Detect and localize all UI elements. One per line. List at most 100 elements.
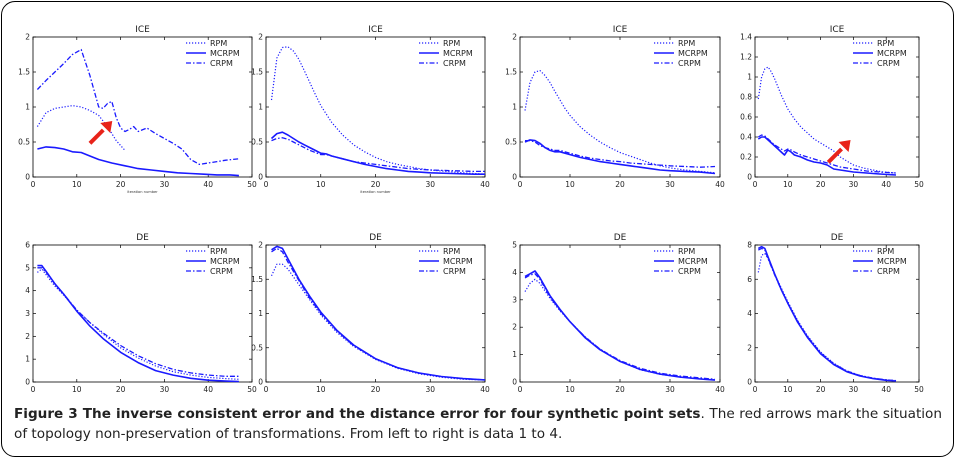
x-tick-label: 20 bbox=[371, 180, 381, 189]
y-tick-label: 1 bbox=[258, 103, 263, 112]
x-tick-label: 40 bbox=[881, 385, 891, 394]
arrow-head bbox=[838, 140, 851, 152]
y-tick-label: 1.5 bbox=[505, 68, 517, 77]
series-line-rpm bbox=[37, 268, 239, 380]
series-line-mcrpm bbox=[757, 245, 897, 382]
series-line-crpm bbox=[271, 137, 485, 173]
y-tick-label: 2 bbox=[25, 332, 30, 341]
y-tick-label: 1.5 bbox=[251, 68, 263, 77]
chart-title: DE bbox=[614, 233, 627, 243]
series-line-mcrpm bbox=[37, 146, 239, 177]
x-tick-label: 20 bbox=[116, 385, 126, 394]
y-tick-label: 2 bbox=[512, 33, 517, 42]
x-tick-label: 0 bbox=[31, 385, 36, 394]
x-tick-label: 50 bbox=[914, 180, 924, 189]
series-line-crpm bbox=[524, 273, 716, 380]
legend-label: CRPM bbox=[678, 59, 701, 68]
y-tick-label: 0.2 bbox=[740, 153, 752, 162]
chart-title: ICE bbox=[135, 25, 150, 35]
x-tick-label: 10 bbox=[316, 385, 326, 394]
x-tick-label: 0 bbox=[264, 385, 269, 394]
y-tick-label: 0 bbox=[512, 378, 517, 387]
x-tick-label: 10 bbox=[72, 385, 82, 394]
y-tick-label: 1.5 bbox=[251, 275, 263, 284]
legend-label: RPM bbox=[877, 247, 894, 256]
y-tick-label: 1 bbox=[512, 350, 517, 359]
x-tick-label: 10 bbox=[783, 385, 793, 394]
x-tick-label: 40 bbox=[203, 180, 213, 189]
chart-title: DE bbox=[831, 233, 844, 243]
x-tick-label: 10 bbox=[565, 385, 575, 394]
y-tick-label: 5 bbox=[25, 263, 30, 272]
x-axis-label: iteration number bbox=[360, 190, 391, 194]
series-line-crpm bbox=[525, 139, 716, 168]
chart-title: ICE bbox=[368, 25, 383, 35]
legend-label: RPM bbox=[443, 247, 460, 256]
legend-label: CRPM bbox=[443, 59, 466, 68]
chart-title: DE bbox=[369, 233, 382, 243]
legend-label: MCRPM bbox=[877, 257, 907, 266]
legend-label: RPM bbox=[678, 39, 695, 48]
y-tick-label: 1 bbox=[512, 103, 517, 112]
arrow-head bbox=[100, 121, 113, 133]
legend-label: RPM bbox=[678, 247, 695, 256]
x-tick-label: 0 bbox=[264, 180, 269, 189]
series-line-crpm bbox=[757, 134, 897, 174]
x-tick-label: 30 bbox=[425, 385, 435, 394]
y-tick-label: 0.5 bbox=[251, 343, 263, 352]
figure-caption: Figure 3 The inverse consistent error an… bbox=[14, 404, 942, 444]
series-line-crpm bbox=[271, 247, 486, 381]
caption-title: Figure 3 The inverse consistent error an… bbox=[14, 406, 701, 422]
y-tick-label: 0 bbox=[25, 378, 30, 387]
series-line-rpm bbox=[524, 69, 716, 174]
series-line-mcrpm bbox=[37, 264, 239, 383]
legend-label: MCRPM bbox=[443, 257, 473, 266]
x-tick-label: 20 bbox=[816, 385, 826, 394]
x-tick-label: 30 bbox=[665, 385, 675, 394]
y-tick-label: 1.2 bbox=[740, 53, 752, 62]
y-tick-label: 2 bbox=[25, 33, 30, 42]
y-tick-label: 1 bbox=[747, 73, 752, 82]
legend-label: RPM bbox=[877, 39, 894, 48]
legend-label: RPM bbox=[210, 247, 227, 256]
legend-label: CRPM bbox=[877, 267, 900, 276]
y-tick-label: 2 bbox=[512, 323, 517, 332]
legend-label: MCRPM bbox=[210, 257, 240, 266]
x-tick-label: 20 bbox=[371, 385, 381, 394]
legend-label: CRPM bbox=[210, 59, 233, 68]
y-tick-label: 0.8 bbox=[740, 93, 752, 102]
x-tick-label: 0 bbox=[518, 385, 523, 394]
legend-label: CRPM bbox=[877, 59, 900, 68]
series-line-crpm bbox=[37, 267, 239, 377]
legend-label: CRPM bbox=[210, 267, 233, 276]
y-tick-label: 2 bbox=[258, 241, 263, 250]
legend-label: RPM bbox=[210, 39, 227, 48]
x-tick-label: 0 bbox=[753, 180, 758, 189]
legend-label: MCRPM bbox=[678, 257, 708, 266]
y-tick-label: 1 bbox=[25, 103, 30, 112]
y-tick-label: 5 bbox=[512, 241, 517, 250]
axes-box bbox=[32, 36, 253, 178]
x-tick-label: 0 bbox=[753, 385, 758, 394]
chart-title: ICE bbox=[830, 25, 845, 35]
legend-label: MCRPM bbox=[678, 49, 708, 58]
x-tick-label: 40 bbox=[480, 180, 490, 189]
x-tick-label: 40 bbox=[203, 385, 213, 394]
legend-label: CRPM bbox=[443, 267, 466, 276]
chart-panel: ICE 0 10 20 30 40 50 0 0.2 0.4 0.6 0.8 1 1.2 1.4 RPMMCR… bbox=[740, 25, 924, 189]
x-tick-label: 10 bbox=[72, 180, 82, 189]
y-tick-label: 1 bbox=[25, 355, 30, 364]
y-tick-label: 8 bbox=[747, 241, 752, 250]
chart-panel: ICE 0 10 20 30 40 50 0 0.5 1 1.5 2 iteration number R… bbox=[18, 25, 257, 194]
x-tick-label: 20 bbox=[116, 180, 126, 189]
y-tick-label: 4 bbox=[512, 268, 517, 277]
series-line-rpm bbox=[524, 278, 716, 381]
y-tick-label: 1 bbox=[258, 309, 263, 318]
y-tick-label: 0 bbox=[512, 173, 517, 182]
